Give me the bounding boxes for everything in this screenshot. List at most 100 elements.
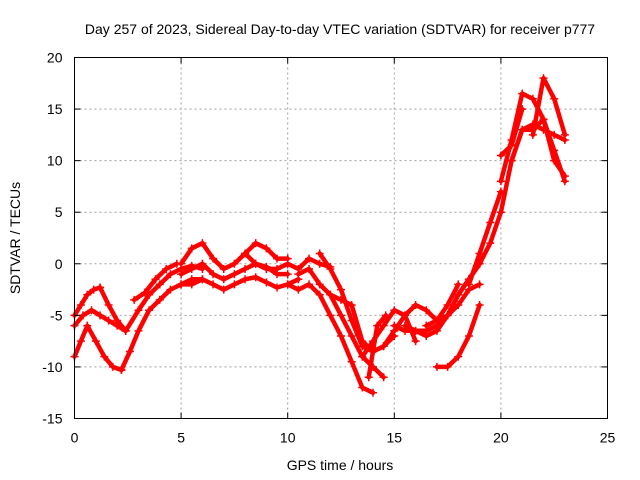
- data-point: [230, 270, 239, 279]
- data-point: [373, 321, 382, 330]
- data-series: [70, 74, 569, 397]
- x-tick-label: 20: [493, 430, 509, 446]
- data-point: [262, 244, 271, 253]
- y-tick-label: -15: [42, 411, 62, 427]
- data-point: [96, 311, 105, 320]
- data-point: [166, 285, 175, 294]
- data-point: [507, 141, 516, 150]
- data-point: [364, 373, 373, 382]
- data-point: [381, 311, 390, 320]
- data-point: [315, 259, 324, 268]
- series-track-w: [466, 189, 504, 287]
- y-tick-label: 5: [55, 204, 63, 220]
- data-point: [145, 306, 154, 315]
- data-point: [379, 373, 388, 382]
- data-point: [294, 270, 303, 279]
- data-point: [486, 239, 495, 248]
- data-point: [113, 316, 122, 325]
- y-tick-label: -10: [42, 359, 62, 375]
- data-point: [177, 280, 186, 289]
- data-point: [83, 290, 92, 299]
- data-point: [443, 311, 452, 320]
- data-point: [475, 259, 484, 268]
- data-point: [528, 94, 537, 103]
- data-point: [443, 301, 452, 310]
- x-tick-label: 25: [600, 430, 616, 446]
- y-axis-label: SDTVAR / TECUs: [7, 182, 23, 294]
- y-tick-label: 0: [55, 256, 63, 272]
- data-point: [411, 301, 420, 310]
- data-point: [198, 239, 207, 248]
- data-point: [475, 249, 484, 258]
- data-point: [251, 259, 260, 268]
- data-point: [358, 337, 367, 346]
- data-point: [155, 295, 164, 304]
- data-point: [496, 177, 505, 186]
- data-point: [219, 264, 228, 273]
- data-point: [209, 280, 218, 289]
- data-point: [166, 270, 175, 279]
- data-point: [155, 280, 164, 289]
- data-point: [283, 259, 292, 268]
- data-point: [422, 306, 431, 315]
- data-point: [315, 280, 324, 289]
- data-point: [294, 285, 303, 294]
- data-point: [337, 295, 345, 304]
- data-point: [454, 280, 463, 289]
- y-tick-label: -5: [50, 307, 63, 323]
- x-tick-label: 15: [387, 430, 403, 446]
- plot-frame: [74, 57, 608, 419]
- data-point: [187, 280, 196, 289]
- data-point: [187, 264, 196, 273]
- data-point: [422, 321, 431, 330]
- data-point: [550, 156, 559, 165]
- data-point: [89, 285, 98, 294]
- data-point: [400, 321, 409, 330]
- data-point: [518, 89, 527, 98]
- data-point: [550, 94, 559, 103]
- data-point: [209, 270, 218, 279]
- data-point: [347, 357, 356, 366]
- data-point: [251, 273, 260, 282]
- series-track-z: [509, 117, 568, 179]
- data-point: [550, 130, 559, 139]
- data-point: [475, 301, 484, 310]
- data-point: [104, 301, 113, 310]
- data-point: [241, 264, 250, 273]
- data-point: [443, 362, 452, 371]
- data-point: [432, 326, 441, 335]
- data-point: [76, 337, 85, 346]
- data-point: [273, 254, 282, 263]
- data-point: [411, 337, 420, 346]
- data-point: [337, 311, 345, 320]
- data-point: [230, 259, 239, 268]
- series-track-e: [97, 285, 128, 334]
- data-point: [358, 352, 367, 361]
- data-point: [100, 352, 109, 361]
- x-tick-label: 5: [177, 430, 185, 446]
- data-point: [337, 331, 345, 340]
- data-point: [464, 280, 473, 289]
- data-point: [104, 316, 113, 325]
- data-point: [87, 306, 96, 315]
- data-point: [117, 366, 126, 375]
- data-point: [454, 301, 463, 310]
- data-point: [241, 275, 250, 284]
- data-point: [262, 264, 271, 273]
- data-point: [198, 259, 207, 268]
- data-point: [130, 295, 139, 304]
- data-point: [400, 311, 409, 320]
- data-point: [151, 275, 160, 284]
- data-point: [390, 306, 399, 315]
- data-point: [230, 280, 239, 289]
- data-point: [262, 278, 271, 287]
- data-point: [518, 125, 527, 134]
- x-axis-label: GPS time / hours: [287, 457, 394, 473]
- data-point: [326, 311, 335, 320]
- data-point: [305, 254, 314, 263]
- series-track-p: [360, 307, 418, 359]
- axes: 0 5 10 15 20 25 -15 -10 -5 0 5 10 15 20: [42, 50, 615, 446]
- data-point: [539, 74, 548, 83]
